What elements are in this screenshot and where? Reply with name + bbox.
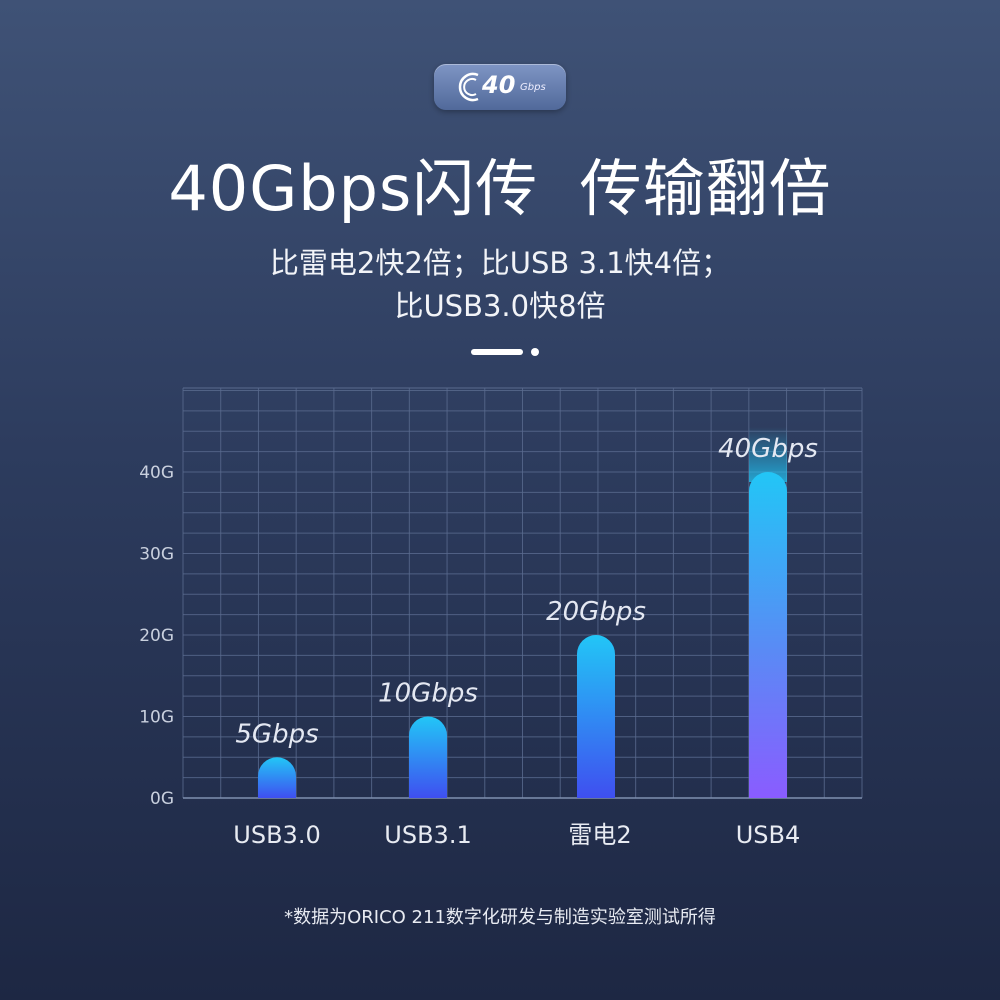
y-tick-label: 10G — [139, 708, 174, 728]
data-label: 40Gbps — [718, 434, 818, 464]
speed-badge: 40 Gbps — [434, 64, 566, 110]
y-tick-label: 20G — [139, 626, 174, 646]
bar — [409, 716, 447, 798]
y-tick-label: 0G — [150, 789, 174, 809]
page-title: 40Gbps闪传 传输翻倍 — [168, 152, 832, 225]
badge-number: 40 — [482, 71, 516, 99]
bar — [749, 472, 787, 798]
bar — [577, 635, 615, 798]
x-tick-label: USB3.1 — [384, 821, 471, 849]
divider-bar — [471, 349, 523, 355]
y-tick-label: 40G — [139, 463, 174, 483]
footnote: *数据为ORICO 211数字化研发与制造实验室测试所得 — [284, 907, 716, 928]
badge-unit: Gbps — [520, 82, 546, 93]
data-label: 10Gbps — [378, 679, 478, 709]
cable-connector-icon — [458, 72, 479, 102]
y-tick-label: 30G — [139, 545, 174, 565]
divider-dot — [531, 348, 539, 356]
data-label: 20Gbps — [546, 597, 646, 627]
chart-bars — [258, 427, 787, 798]
x-axis-ticks: USB3.0 USB3.1 雷电2 USB4 — [233, 821, 800, 849]
y-axis-ticks: 0G 10G 20G 30G 40G — [139, 463, 174, 809]
subtitle-line-1: 比雷电2快2倍；比USB 3.1快4倍； — [269, 246, 731, 280]
data-label: 5Gbps — [235, 719, 318, 749]
x-tick-label: USB3.0 — [233, 821, 320, 849]
x-tick-label: USB4 — [736, 821, 801, 849]
subtitle-line-2: 比USB3.0快8倍 — [394, 289, 606, 323]
bar — [258, 757, 296, 798]
chart-data-labels: 5Gbps 10Gbps 20Gbps 40Gbps — [235, 434, 818, 749]
x-tick-label: 雷电2 — [568, 821, 631, 849]
